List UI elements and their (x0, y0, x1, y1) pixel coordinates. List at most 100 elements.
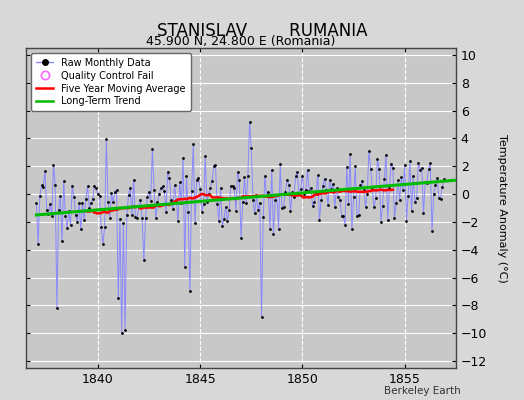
Point (32, 200, 41, 206)
Point (56, 193, 64, 200)
Point (416, 166, 424, 173)
Point (78, 199, 86, 206)
Point (397, 174, 406, 180)
Point (160, 188, 169, 194)
Point (438, 184, 446, 190)
Point (329, 180, 337, 187)
Point (68, 183, 77, 189)
Point (138, 215, 146, 221)
Point (215, 218, 223, 224)
Point (104, 199, 112, 205)
Point (366, 165, 375, 172)
Point (94, 190, 102, 197)
Point (252, 192, 260, 198)
Point (249, 197, 257, 204)
Point (238, 199, 247, 206)
Point (126, 184, 134, 191)
Point (380, 176, 388, 182)
Point (199, 201, 208, 207)
Point (341, 222, 349, 228)
Point (400, 162, 409, 168)
Point (182, 173, 191, 180)
Point (155, 191, 163, 197)
Point (170, 182, 179, 188)
Point (163, 168, 172, 175)
Point (268, 166, 276, 173)
Point (109, 199, 117, 205)
Point (133, 215, 141, 221)
Point (172, 196, 180, 203)
Point (167, 197, 176, 203)
Point (261, 172, 269, 179)
Point (264, 189, 272, 195)
Point (124, 192, 133, 198)
Point (303, 167, 312, 173)
Point (414, 160, 422, 166)
Point (302, 187, 310, 193)
Point (135, 204, 143, 210)
Point (136, 197, 145, 204)
Point (411, 199, 419, 206)
Point (375, 166, 384, 172)
Point (278, 205, 286, 212)
Point (208, 178, 216, 184)
Point (382, 152, 390, 158)
Point (90, 183, 99, 189)
Point (145, 189, 153, 195)
Point (424, 165, 433, 172)
Point (387, 160, 395, 167)
Point (370, 204, 378, 211)
Point (143, 194, 151, 200)
Point (67, 222, 75, 228)
Point (51, 181, 59, 188)
Point (331, 204, 339, 210)
Point (436, 196, 445, 202)
Point (203, 199, 211, 206)
Point (189, 141, 198, 147)
Point (176, 179, 184, 186)
Point (242, 200, 250, 206)
Point (188, 188, 196, 194)
Point (385, 185, 394, 192)
Point (419, 210, 428, 217)
Point (324, 202, 332, 208)
Point (322, 187, 331, 193)
Point (256, 200, 264, 206)
Point (319, 182, 327, 189)
Point (140, 257, 148, 263)
Point (247, 145, 256, 151)
Point (276, 161, 285, 167)
Point (185, 288, 194, 295)
Point (233, 169, 242, 175)
Point (250, 210, 259, 216)
Point (431, 182, 440, 188)
Point (320, 176, 329, 182)
Point (201, 153, 210, 159)
Point (131, 214, 139, 220)
Point (241, 174, 249, 181)
Point (61, 212, 70, 219)
Point (141, 215, 150, 221)
Point (394, 177, 402, 184)
Point (83, 183, 92, 190)
Point (119, 220, 127, 226)
Point (230, 185, 238, 191)
Point (210, 163, 218, 170)
Point (315, 217, 324, 224)
Point (181, 264, 189, 270)
Point (48, 212, 56, 219)
Point (192, 177, 201, 184)
Point (37, 182, 46, 189)
Point (428, 228, 436, 234)
Point (305, 188, 313, 194)
Point (87, 200, 95, 206)
Point (92, 185, 100, 191)
Point (151, 215, 160, 221)
Point (423, 180, 431, 186)
Point (71, 212, 80, 218)
Point (309, 203, 317, 209)
Point (49, 162, 58, 168)
Point (368, 186, 377, 192)
Point (107, 190, 116, 196)
Point (406, 158, 414, 165)
